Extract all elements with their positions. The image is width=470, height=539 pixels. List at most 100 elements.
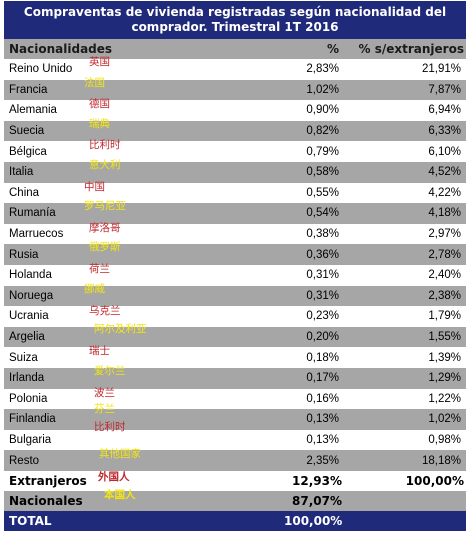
percent-value: 0,31% <box>306 289 339 302</box>
country-name: Bulgaria <box>9 433 52 446</box>
summary-row-total: TOTAL 100,00% <box>4 510 466 531</box>
table-row: Argelia 阿尔及利亚 0,20% 1,55% <box>4 323 466 348</box>
percent-extranjeros-value: 2,40% <box>428 269 461 282</box>
country-name: Argelia <box>9 331 45 344</box>
chinese-annotation: 德国 <box>89 98 110 111</box>
percent-value: 0,16% <box>306 392 339 405</box>
table-row: Rumanía 罗马尼亚 0,54% 4,18% <box>4 200 466 224</box>
percent-value: 0,82% <box>306 125 339 138</box>
chinese-annotation: 比利时 <box>94 420 126 433</box>
chinese-annotation: 荷兰 <box>89 262 110 275</box>
table-row: Resto 其他国家 2,35% 18,18% <box>4 448 466 471</box>
table-row: Suiza 瑞士 0,18% 1,39% <box>4 345 466 368</box>
header-percent-extranjeros: % s/extranjeros <box>358 42 464 56</box>
chinese-annotation: 法国 <box>84 76 105 89</box>
country-name: Polonia <box>9 392 48 405</box>
table-row: Italia 意大利 0,58% 4,52% <box>4 158 466 183</box>
chinese-annotation: 阿尔及利亚 <box>94 322 147 335</box>
housing-sales-table: Compraventas de vivienda registradas seg… <box>4 1 466 537</box>
percent-value: 0,38% <box>306 228 339 241</box>
percent-extranjeros-value: 6,10% <box>428 145 461 158</box>
chinese-annotation: 比利时 <box>89 139 121 152</box>
chinese-annotation: 罗马尼亚 <box>84 200 126 213</box>
chinese-annotation: 其他国家 <box>99 448 141 461</box>
title-line-2: comprador. Trimestral 1T 2016 <box>131 20 339 34</box>
chinese-annotation: 英国 <box>89 56 110 68</box>
percent-value: 0,13% <box>306 433 339 446</box>
country-name: Marruecos <box>9 228 64 241</box>
header-percent: % <box>326 42 339 56</box>
table-row: Bélgica 比利时 0,79% 6,10% <box>4 139 466 162</box>
percent-extranjeros-value: 1,79% <box>428 310 461 323</box>
percent-value: 2,35% <box>306 454 339 467</box>
summary-row-extranjeros: Extranjeros 外国人 12,93% 100,00% <box>4 470 466 491</box>
table-row: Irlanda 爱尔兰 0,17% 1,29% <box>4 365 466 389</box>
percent-value: 0,90% <box>306 104 339 117</box>
chinese-annotation: 波兰 <box>94 386 115 399</box>
percent-extranjeros-value: 1,39% <box>428 351 461 364</box>
percent-value: 0,31% <box>306 269 339 282</box>
country-name: Noruega <box>9 289 54 302</box>
chinese-annotation: 瑞士 <box>89 345 110 358</box>
percent-extranjeros-value: 6,94% <box>428 104 461 117</box>
chinese-annotation: 摩洛哥 <box>89 221 121 234</box>
table-row: Suecia 瑞典 0,82% 6,33% <box>4 117 466 142</box>
summary-label: TOTAL <box>9 513 52 528</box>
percent-value: 1,02% <box>306 83 339 96</box>
table-title: Compraventas de vivienda registradas seg… <box>4 1 466 39</box>
country-name: Italia <box>9 166 34 179</box>
percent-value: 0,18% <box>306 351 339 364</box>
table-row: Polonia 波兰 0,16% 1,22% <box>4 386 466 410</box>
country-name: Suiza <box>9 351 38 364</box>
table-row: Francia 法国 1,02% 7,87% <box>4 76 466 101</box>
country-name: Suecia <box>9 125 45 138</box>
percent-extranjeros-value: 2,78% <box>428 248 461 261</box>
percent-extranjeros-value: 21,91% <box>421 63 461 76</box>
percent-value: 0,17% <box>306 372 339 385</box>
summary-pct: 100,00% <box>284 513 343 528</box>
percent-extranjeros-value: 4,18% <box>428 207 461 220</box>
country-name: Ucrania <box>9 310 49 323</box>
table-row: Noruega 挪威 0,31% 2,38% <box>4 283 466 307</box>
percent-extranjeros-value: 2,97% <box>428 228 461 241</box>
percent-value: 0,23% <box>306 310 339 323</box>
column-header-row: Nacionalidades % % s/extranjeros <box>4 39 466 59</box>
percent-extranjeros-value: 4,22% <box>428 186 461 199</box>
percent-value: 0,20% <box>306 331 339 344</box>
summary-label: Nacionales <box>9 493 83 508</box>
chinese-annotation: 中国 <box>84 180 105 193</box>
chinese-annotation: 俄罗斯 <box>89 241 121 254</box>
country-name: Francia <box>9 83 48 96</box>
table-body: Reino Unido 英国 2,83% 21,91% Francia 法国 1,02% 7,… <box>4 56 466 471</box>
percent-value: 0,36% <box>306 248 339 261</box>
percent-extranjeros-value: 2,38% <box>428 289 461 302</box>
summary-row-nacionales: Nacionales 本国人 87,07% <box>4 488 466 511</box>
percent-extranjeros-value: 7,87% <box>428 83 461 96</box>
percent-value: 0,13% <box>306 413 339 426</box>
summary-pct: 12,93% <box>292 473 342 488</box>
percent-extranjeros-value: 1,29% <box>428 372 461 385</box>
country-name: Bélgica <box>9 145 47 158</box>
header-nacionalidades: Nacionalidades <box>9 42 113 56</box>
summary-pct: 87,07% <box>292 493 342 508</box>
chinese-annotation: 外国人 <box>98 470 130 483</box>
table-row: China 中国 0,55% 4,22% <box>4 180 466 204</box>
percent-value: 2,83% <box>306 63 339 76</box>
percent-extranjeros-value: 1,22% <box>428 392 461 405</box>
chinese-annotation: 乌克兰 <box>89 305 121 318</box>
country-name: Alemania <box>9 104 57 117</box>
summary-pct-ext: 100,00% <box>405 473 464 488</box>
country-name: Resto <box>9 454 40 467</box>
chinese-annotation: 瑞典 <box>89 117 110 130</box>
chinese-annotation: 意大利 <box>89 158 121 171</box>
percent-extranjeros-value: 1,02% <box>428 413 461 426</box>
chinese-annotation: 本国人 <box>104 488 136 501</box>
country-name: Finlandia <box>9 413 56 426</box>
table-row: Bulgaria 比利时 0,13% 0,98% <box>4 421 466 451</box>
percent-value: 0,54% <box>306 207 339 220</box>
country-name: Rusia <box>9 248 39 261</box>
title-line-1: Compraventas de vivienda registradas seg… <box>23 5 447 19</box>
percent-extranjeros-value: 1,55% <box>428 331 461 344</box>
percent-extranjeros-value: 18,18% <box>421 454 461 467</box>
chinese-annotation: 芬兰 <box>94 403 115 416</box>
